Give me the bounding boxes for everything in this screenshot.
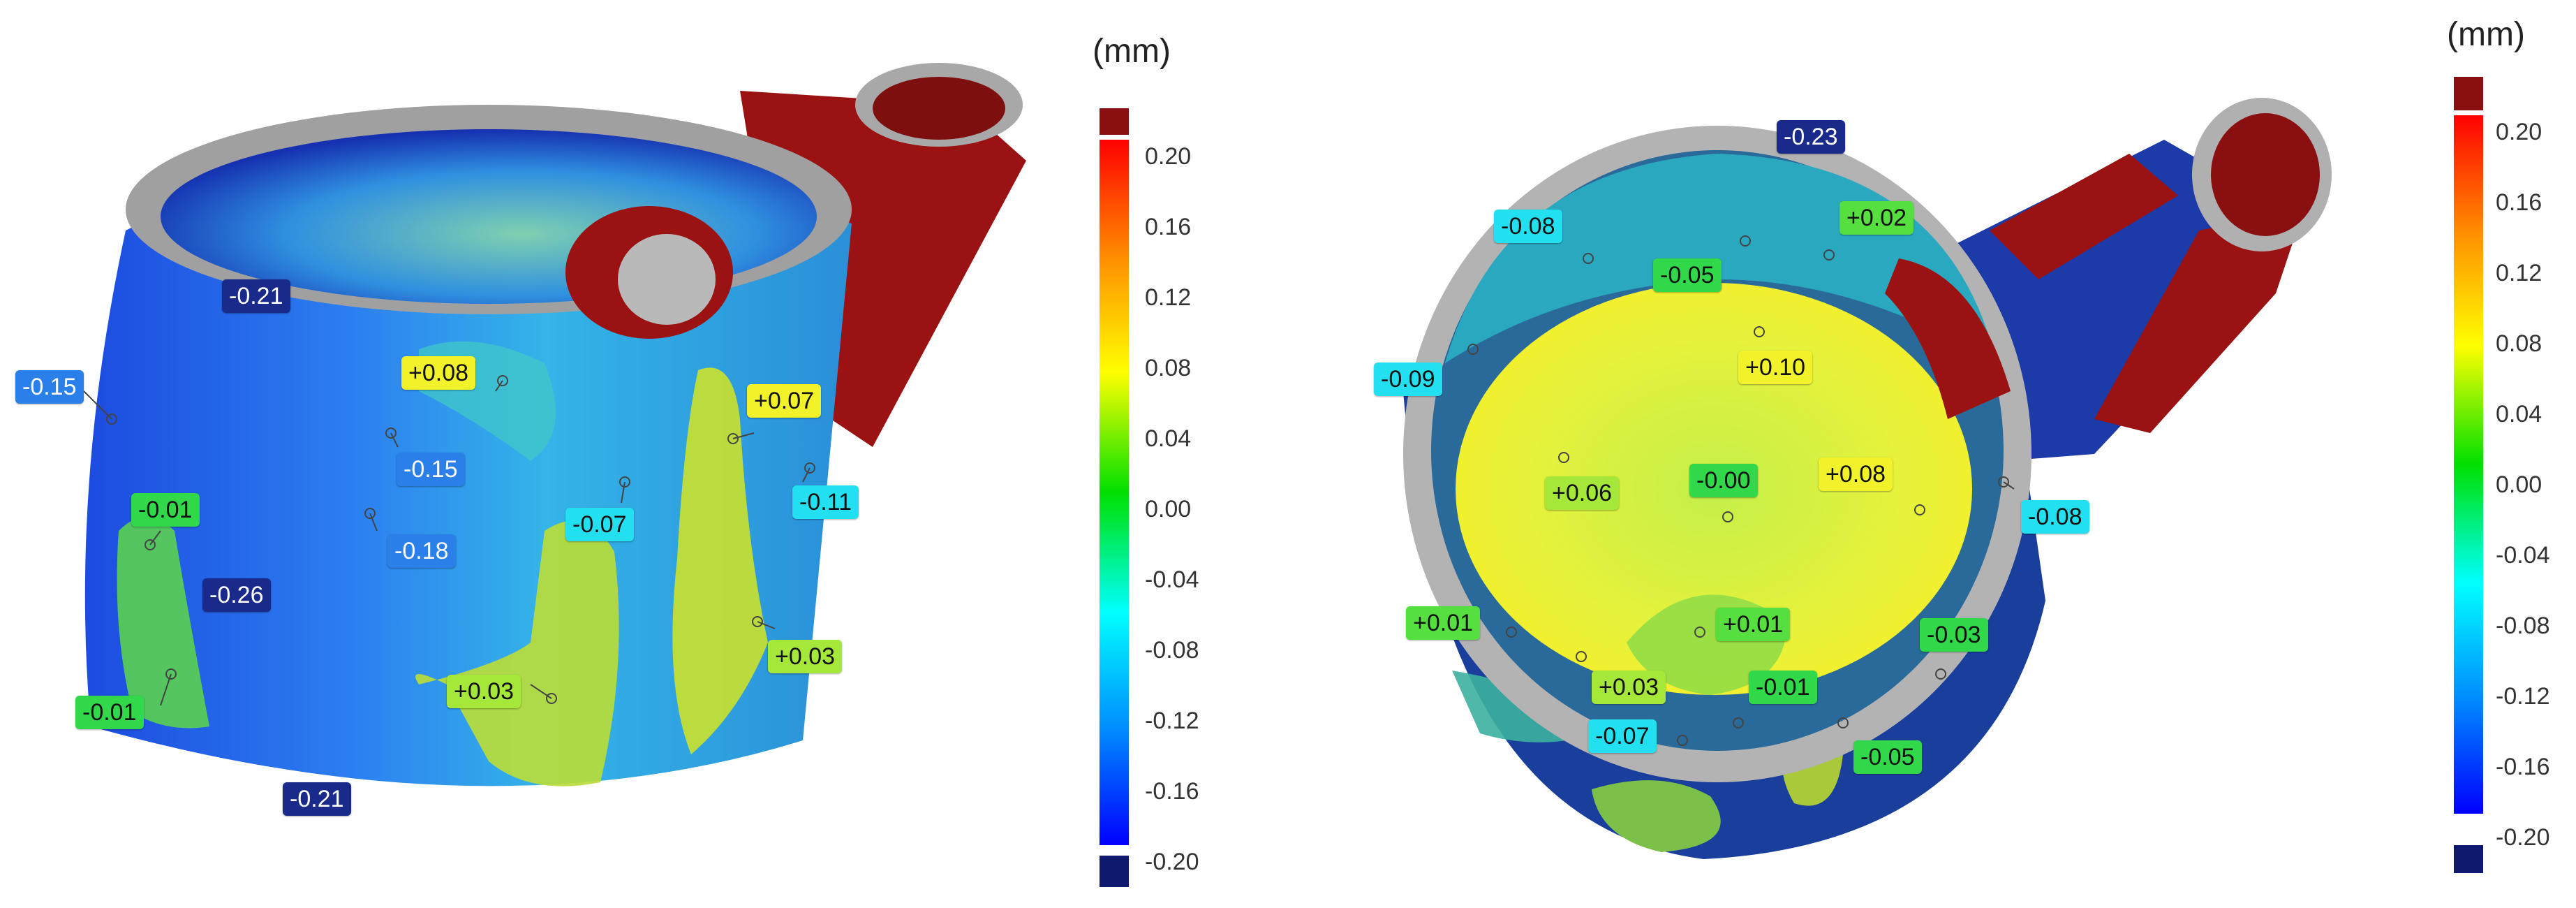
- right-scale-tick-label: -0.08: [2496, 613, 2550, 639]
- left-color-scale: [1100, 108, 1129, 887]
- right_view-deviation-label: +0.10: [1738, 351, 1813, 384]
- left_view-deviation-label: -0.18: [387, 534, 456, 568]
- left-scale-tick-label: 0.00: [1145, 496, 1192, 522]
- right_view-deviation-label: -0.01: [1749, 671, 1817, 704]
- left-scale-tick-label: -0.20: [1145, 849, 1199, 875]
- right-scale-tick-label: -0.12: [2496, 683, 2550, 710]
- right-scale-under-swatch: [2454, 845, 2483, 873]
- right_view-deviation-label: +0.01: [1716, 608, 1791, 641]
- right-scale-tick-label: -0.20: [2496, 824, 2550, 851]
- left_view-deviation-label: -0.11: [792, 485, 859, 519]
- right_view-deviation-label: +0.08: [1819, 457, 1893, 491]
- right-internal-port: [1885, 258, 2011, 419]
- right_view-deviation-label: +0.03: [1592, 671, 1666, 704]
- left-internal-port-hole: [618, 234, 716, 325]
- left_view-deviation-label: -0.21: [222, 279, 290, 313]
- right_view-deviation-label: -0.05: [1653, 258, 1722, 292]
- right_view-deviation-label: +0.06: [1545, 476, 1620, 510]
- right-scale-tick-label: 0.00: [2496, 471, 2542, 498]
- right-arm-band-2: [2094, 210, 2304, 433]
- right_view-deviation-label: -0.03: [1920, 618, 1988, 652]
- left-scale-tick-label: -0.12: [1145, 708, 1199, 734]
- left-scale-tick-label: 0.12: [1145, 284, 1192, 311]
- left_view-deviation-label: +0.08: [401, 356, 476, 390]
- right_view-deviation-label: -0.23: [1777, 120, 1845, 154]
- right-scale-bar: [2454, 115, 2483, 814]
- left-scale-over-swatch: [1100, 108, 1129, 135]
- left-patch-1: [415, 520, 619, 786]
- left-scale-tick-label: -0.16: [1145, 778, 1199, 805]
- right_view-deviation-label: -0.08: [1494, 210, 1562, 243]
- right-bowl-patch-1: [1592, 780, 1721, 852]
- leader-lines: [83, 235, 2015, 746]
- left-scale-unit: (mm): [1093, 33, 1171, 70]
- right_view-deviation-label: -0.00: [1689, 464, 1758, 497]
- left-scale-tick-label: 0.16: [1145, 214, 1192, 240]
- left-scale-tick-label: -0.04: [1145, 566, 1199, 593]
- left-scale-tick-label: 0.20: [1145, 143, 1192, 170]
- left_view-deviation-label: +0.03: [447, 675, 521, 708]
- left-scale-tick-label: 0.08: [1145, 355, 1192, 381]
- right-color-scale: [2454, 77, 2483, 873]
- left-patch-3: [117, 517, 209, 728]
- left_view-deviation-label: +0.07: [747, 384, 822, 418]
- right_view-deviation-label: -0.09: [1374, 363, 1442, 396]
- left_view-deviation-label: -0.01: [75, 696, 144, 729]
- right_view-deviation-label: -0.05: [1853, 740, 1922, 774]
- right-arm-band-1: [1990, 154, 2178, 279]
- left-scale-bar: [1100, 140, 1129, 845]
- left-scale-tick-label: 0.04: [1145, 425, 1192, 452]
- right-pipe-opening: [2211, 113, 2320, 236]
- left-scale-under-swatch: [1100, 856, 1129, 887]
- left_view-deviation-label: -0.26: [202, 578, 271, 612]
- right-scale-over-swatch: [2454, 77, 2483, 110]
- right-scale-unit: (mm): [2447, 16, 2525, 53]
- left-pipe-opening: [873, 77, 1005, 140]
- right-scale-tick-label: 0.12: [2496, 260, 2542, 286]
- left-part-view: [84, 63, 1026, 786]
- right_view-deviation-label: -0.08: [2021, 500, 2089, 534]
- right-scale-tick-label: 0.08: [2496, 330, 2542, 357]
- left-patch-2: [672, 367, 768, 754]
- left_view-deviation-label: -0.21: [283, 782, 351, 816]
- left_view-deviation-label: -0.01: [131, 493, 200, 527]
- right_view-deviation-label: +0.01: [1406, 606, 1481, 640]
- left-scale-tick-label: -0.08: [1145, 637, 1199, 664]
- left_view-deviation-label: -0.15: [397, 453, 465, 486]
- right_view-deviation-label: +0.02: [1840, 201, 1914, 235]
- left_view-deviation-label: -0.07: [565, 508, 634, 541]
- right-scale-tick-label: -0.04: [2496, 542, 2550, 569]
- left_view-deviation-label: +0.03: [768, 640, 843, 673]
- right_view-deviation-label: -0.07: [1588, 719, 1657, 753]
- right-scale-tick-label: 0.20: [2496, 119, 2542, 145]
- left_view-deviation-label: -0.15: [15, 370, 84, 404]
- right-scale-tick-label: 0.16: [2496, 189, 2542, 216]
- right-scale-tick-label: -0.16: [2496, 754, 2550, 780]
- right-scale-tick-label: 0.04: [2496, 401, 2542, 427]
